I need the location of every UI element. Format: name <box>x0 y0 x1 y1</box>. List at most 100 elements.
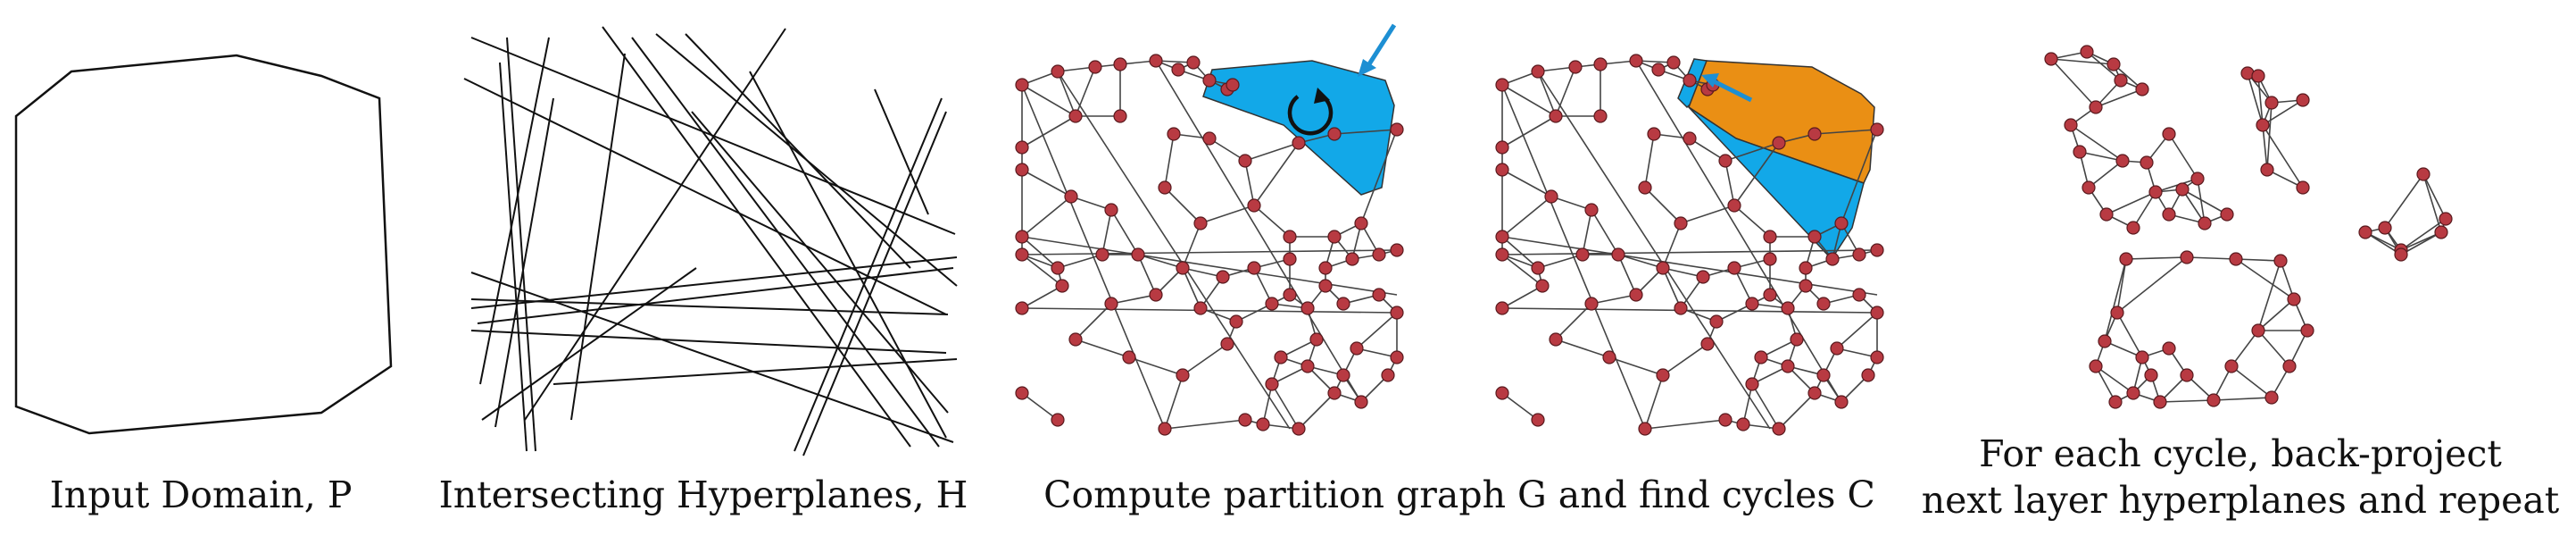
cycle-graph-node <box>1495 140 1509 155</box>
cycle-graph-node <box>1549 332 1563 347</box>
partition-graph-node <box>1327 127 1342 141</box>
cycle-graph-edge <box>1501 84 1646 430</box>
backproject-node <box>2162 341 2176 356</box>
partition-graph-edge <box>1182 267 1201 309</box>
caption-input-domain: Input Domain, P <box>49 473 353 516</box>
cycle-graph-node <box>1772 136 1786 150</box>
partition-graph-node <box>1283 252 1297 266</box>
backproject-node <box>2358 225 2372 239</box>
backproject-node <box>2296 180 2310 195</box>
cycle-graph-node <box>1531 261 1545 275</box>
backproject-edge <box>2095 88 2143 108</box>
cycle-graph-edge <box>1501 249 1878 255</box>
backproject-node <box>2114 73 2128 88</box>
partition-graph-edge <box>1253 142 1300 206</box>
hyperplane-line <box>553 358 958 385</box>
cycle-graph-edge <box>1662 267 1682 309</box>
pointer-arrow-icon <box>1358 23 1397 77</box>
backproject-edge <box>2079 151 2123 162</box>
partition-graph-node <box>1336 297 1350 311</box>
backproject-node <box>2115 154 2130 168</box>
partition-graph-node <box>1015 140 1029 155</box>
cycle-graph-edge <box>1644 419 1726 430</box>
cycle-graph-edge <box>1742 383 1753 425</box>
cycle-graph-node <box>1647 127 1661 141</box>
backproject-edge <box>2422 173 2447 220</box>
cycle-graph-node <box>1870 122 1884 137</box>
backproject-node <box>2180 250 2194 264</box>
hyperplane-line <box>481 267 697 421</box>
partition-graph-node <box>1318 279 1333 293</box>
backproject-node <box>2089 359 2103 373</box>
hyperplane-line <box>499 62 528 452</box>
backproject-edge <box>2213 397 2273 401</box>
cycle-graph-edge <box>1662 267 1704 278</box>
partition-graph-node <box>1292 422 1306 436</box>
backproject-node <box>2296 93 2310 107</box>
partition-graph-edge <box>1021 196 1072 238</box>
backproject-edge <box>2235 258 2281 262</box>
cycle-graph-node <box>1763 230 1777 244</box>
hyperplane-line <box>506 37 536 452</box>
backproject-node <box>2140 155 2154 170</box>
backproject-node <box>2416 167 2431 181</box>
partition-graph-node <box>1088 60 1102 74</box>
partition-graph-edge <box>1155 60 1362 403</box>
cycle-graph-node <box>1674 301 1688 315</box>
cycle-graph-node <box>1656 261 1670 275</box>
backproject-edge <box>2181 188 2228 215</box>
backproject-edge <box>2086 51 2122 81</box>
partition-graph-node <box>1202 73 1217 88</box>
partition-graph-node <box>1068 332 1083 347</box>
cycle-graph-node <box>1861 368 1875 382</box>
cycle-graph-edge <box>1662 222 1682 269</box>
cycle-arrow-icon <box>1287 88 1334 136</box>
cycle-graph-node <box>1666 55 1681 70</box>
partition-graph-node <box>1015 247 1029 262</box>
cycle-graph-node <box>1495 78 1509 92</box>
partition-graph-node <box>1229 314 1243 329</box>
backproject-node <box>2434 225 2448 239</box>
backproject-edge <box>2106 191 2156 215</box>
hyperplane-line <box>470 272 954 443</box>
cycle-graph-node <box>1834 395 1849 409</box>
hyperplane-line <box>874 88 929 215</box>
cycle-graph-edge <box>1591 209 1619 255</box>
partition-graph-node <box>1390 350 1404 364</box>
cycle-graph-node <box>1700 337 1715 351</box>
cycle-graph-node <box>1568 60 1583 74</box>
backproject-node <box>2082 180 2096 195</box>
cycle-graph-node <box>1718 413 1733 427</box>
cycle-graph-node <box>1870 350 1884 364</box>
partition-graph-node <box>1193 301 1208 315</box>
backproject-node <box>2107 57 2121 71</box>
cycle-graph-node <box>1736 417 1750 431</box>
partition-graph-node <box>1292 136 1306 150</box>
partition-graph-edge <box>1075 66 1096 117</box>
backproject-edge <box>2116 258 2127 314</box>
partition-graph-node <box>1372 247 1386 262</box>
partition-graph-edge <box>1334 129 1398 135</box>
backproject-node <box>2439 212 2453 226</box>
backproject-node <box>2126 221 2140 235</box>
backproject-node <box>2162 127 2176 141</box>
partition-graph-node <box>1122 350 1136 364</box>
hyperplane-line <box>794 97 943 452</box>
partition-graph-edge <box>1356 312 1398 349</box>
cycle-graph-node <box>1745 377 1759 391</box>
cycle-graph-node <box>1781 301 1795 315</box>
cycle-graph-node <box>1602 350 1616 364</box>
cycle-graph-node <box>1495 247 1509 262</box>
hyperplane-line <box>602 26 911 448</box>
cycle-graph-node <box>1727 261 1741 275</box>
cycle-graph-edge <box>1501 285 1543 309</box>
cycle-graph-node <box>1535 279 1550 293</box>
partition-graph-node <box>1171 63 1185 77</box>
partition-graph-edge <box>1253 205 1291 238</box>
partition-graph-edge <box>1070 196 1112 211</box>
partition-graph-node <box>1336 368 1350 382</box>
hyperplane-line <box>685 33 911 269</box>
backproject-node <box>2251 69 2265 83</box>
cycle-graph-edge <box>1555 339 1610 358</box>
partition-graph-node <box>1113 109 1127 123</box>
